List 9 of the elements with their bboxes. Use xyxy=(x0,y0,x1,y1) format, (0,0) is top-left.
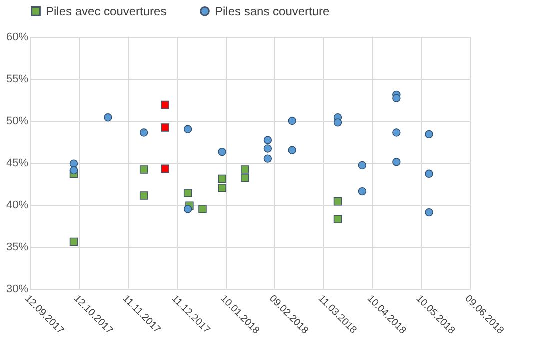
y-tick-label: 45% xyxy=(6,158,29,170)
legend-label: Piles avec couvertures xyxy=(46,4,167,18)
y-tick-label: 40% xyxy=(6,200,29,212)
y-tick-label: 55% xyxy=(6,74,29,86)
y-tick-label: 60% xyxy=(6,32,29,44)
y-tick-label: 50% xyxy=(6,116,29,128)
legend-label: Piles sans couverture xyxy=(215,4,330,18)
y-tick-label: 35% xyxy=(6,242,29,254)
y-tick-label: 30% xyxy=(6,284,29,296)
